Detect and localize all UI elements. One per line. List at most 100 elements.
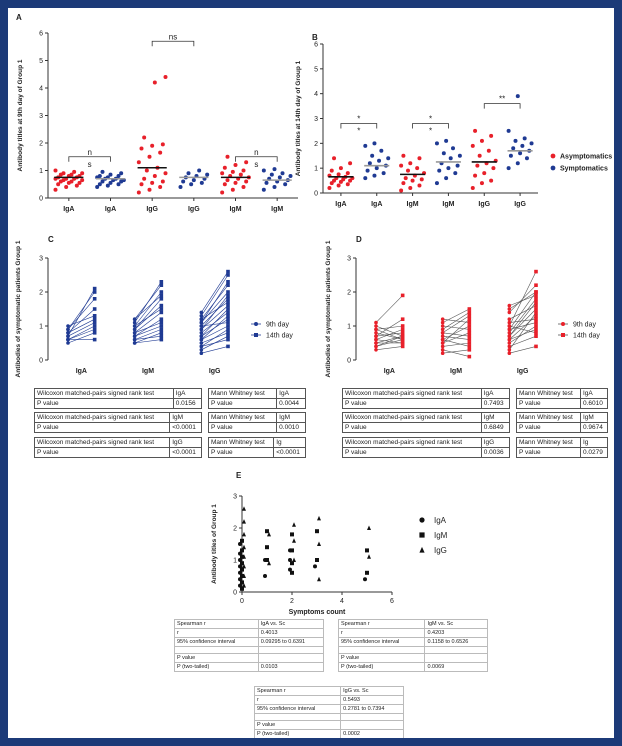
table-cell: IgM xyxy=(480,412,511,423)
y-tick-label: 1 xyxy=(39,168,43,175)
data-point xyxy=(451,146,456,151)
pair-line xyxy=(67,288,95,337)
legend-marker xyxy=(550,153,556,159)
x-tick-label: 0 xyxy=(240,598,244,605)
table-cell xyxy=(424,646,488,654)
table-cell: <0.0001 xyxy=(169,447,202,458)
pair-line xyxy=(442,349,470,354)
day9-point xyxy=(507,334,512,339)
pair-line xyxy=(201,301,229,320)
table-cell xyxy=(424,653,488,663)
data-point xyxy=(108,172,113,177)
day14-point xyxy=(534,331,538,335)
data-point xyxy=(292,522,296,527)
pair-line xyxy=(442,332,470,337)
category-label: IgA xyxy=(384,368,395,375)
pair-line xyxy=(442,335,470,340)
day14-point xyxy=(159,324,164,328)
data-point xyxy=(363,143,368,148)
data-point xyxy=(242,554,246,559)
day14-point xyxy=(400,337,405,342)
data-point xyxy=(95,185,100,189)
pair-line xyxy=(375,295,403,323)
data-point xyxy=(477,153,482,158)
pair-line xyxy=(509,325,537,334)
data-point xyxy=(225,154,230,159)
table-cell: IgM xyxy=(579,412,609,423)
data-point xyxy=(513,138,518,143)
day14-point xyxy=(534,344,538,349)
data-point xyxy=(261,168,266,173)
day9-point xyxy=(199,324,204,328)
day14-point xyxy=(92,327,97,332)
table-cell: IgM vs. Sc xyxy=(424,619,488,629)
data-point xyxy=(479,138,484,143)
day14-point xyxy=(467,354,472,359)
table-cell: P value xyxy=(33,447,171,458)
table-cell: IgA xyxy=(480,388,511,399)
x-axis-label: Symptoms count xyxy=(289,609,346,616)
day14-point xyxy=(92,290,97,294)
data-point xyxy=(479,181,484,186)
category-label: IgM xyxy=(229,206,241,213)
pair-line xyxy=(67,318,95,334)
data-point xyxy=(511,146,516,151)
data-point xyxy=(473,173,478,178)
table-cell: P value xyxy=(342,422,482,433)
data-point xyxy=(336,172,341,177)
day9-point xyxy=(507,341,512,345)
table-cell: P (two-tailed) xyxy=(174,662,259,672)
day14-point xyxy=(159,290,164,294)
pair-line xyxy=(201,274,229,316)
y-tick-label: 5 xyxy=(39,58,43,65)
table-cell: 0.0103 xyxy=(257,662,325,672)
day9-point xyxy=(132,341,137,345)
data-point xyxy=(470,143,475,148)
day14-point xyxy=(467,348,472,352)
day14-point xyxy=(159,327,164,332)
pair-line xyxy=(134,325,162,337)
data-point xyxy=(152,174,157,178)
table-cell xyxy=(340,720,404,730)
day14-point xyxy=(534,334,538,338)
y-axis-label: Antibody titles at 9th day of Group 1 xyxy=(17,59,24,171)
data-point xyxy=(399,188,404,193)
day14-point xyxy=(400,331,405,335)
data-point xyxy=(242,519,246,524)
category-label: IgG xyxy=(514,201,526,208)
legend-marker xyxy=(561,322,565,326)
table-cell: Mann Whitney test xyxy=(516,412,581,423)
day14-point xyxy=(92,307,97,311)
mann-whitney-table-d-3: Mann Whitney test Ig P value 0.0279 xyxy=(516,437,609,458)
table-cell: Spearman r xyxy=(174,619,259,629)
day14-point xyxy=(400,327,405,332)
data-point xyxy=(263,574,267,578)
day9-point xyxy=(132,337,137,342)
day9-point xyxy=(374,324,378,328)
y-axis-label: Antibody titles at 14th day of Group 1 xyxy=(295,60,302,176)
pair-line xyxy=(67,322,95,337)
wilcoxon-table-d-1: Wilcoxon matched-pairs signed rank test I… xyxy=(342,388,511,409)
table-cell xyxy=(174,646,259,654)
table-cell: IgG xyxy=(169,437,202,448)
data-point xyxy=(515,94,520,99)
data-point xyxy=(417,156,422,161)
significance-bracket xyxy=(151,40,195,47)
table-cell: P value xyxy=(342,398,482,409)
data-point xyxy=(401,153,406,158)
day14-point xyxy=(159,337,164,342)
day9-point xyxy=(199,341,204,345)
data-point xyxy=(338,166,343,171)
legend-label: IgG xyxy=(434,546,447,555)
day14-point xyxy=(159,307,164,311)
data-point xyxy=(367,554,371,559)
pair-line xyxy=(442,325,470,330)
day14-point xyxy=(226,317,230,321)
data-point xyxy=(444,138,449,143)
data-point xyxy=(272,185,277,189)
category-label: IgA xyxy=(371,201,382,208)
day14-point xyxy=(226,303,230,308)
table-cell: 95% confidence interval xyxy=(337,637,426,647)
legend-marker xyxy=(254,333,258,337)
table-cell xyxy=(257,653,325,663)
